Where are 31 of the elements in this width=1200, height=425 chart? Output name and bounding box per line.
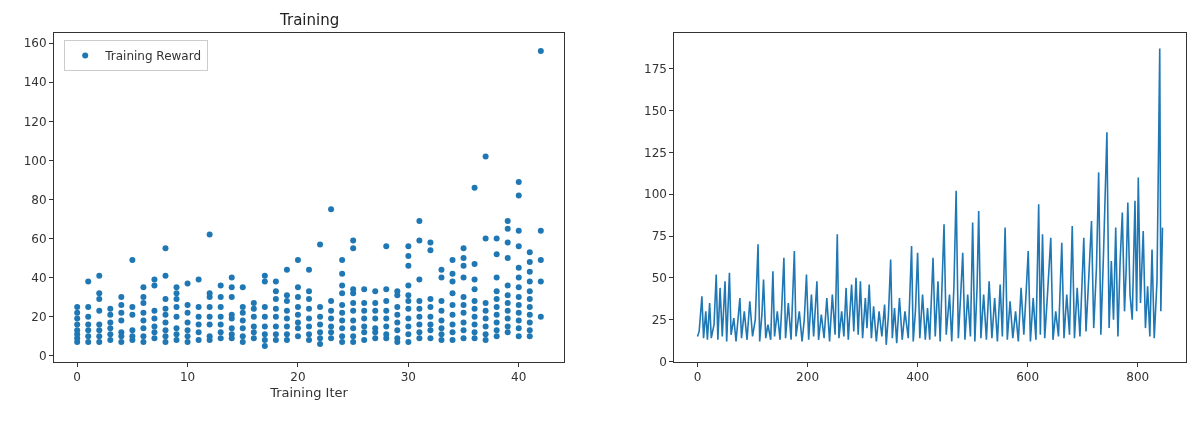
x-tick-label: 400 (906, 369, 930, 384)
y-tick-label: 160 (23, 36, 47, 51)
x-tick-label: 600 (1016, 369, 1040, 384)
y-tick-label: 75 (651, 229, 667, 244)
x-tick-label: 40 (511, 369, 527, 384)
y-tick-label: 50 (651, 271, 667, 286)
x-tick-label: 20 (290, 369, 306, 384)
x-tick-label: 0 (73, 369, 81, 384)
y-tick-label: 0 (38, 348, 47, 363)
y-tick-label: 125 (644, 145, 667, 160)
y-tick-label: 20 (31, 309, 47, 324)
x-axis-title: Training Iter (269, 384, 349, 400)
y-tick-label: 40 (31, 270, 47, 285)
x-tick-label: 800 (1126, 369, 1150, 384)
x-tick-label: 200 (796, 369, 820, 384)
y-tick-label: 150 (644, 103, 667, 118)
y-tick-label: 60 (31, 231, 47, 246)
x-tick-label: 30 (400, 369, 416, 384)
line-series (696, 47, 1164, 346)
y-tick-label: 140 (23, 75, 47, 90)
y-tick-label: 100 (23, 153, 47, 168)
y-tick-label: 25 (651, 312, 667, 327)
legend-label: Training Reward (104, 49, 202, 64)
y-tick-label: 80 (31, 192, 47, 207)
x-tick-label: 10 (179, 369, 196, 384)
y-tick-label: 175 (644, 61, 667, 76)
x-tick-label: 0 (693, 369, 702, 384)
chart-title: Training (279, 11, 340, 29)
y-tick-label: 0 (659, 354, 667, 369)
y-tick-label: 120 (23, 114, 47, 129)
y-tick-label: 100 (644, 187, 667, 202)
